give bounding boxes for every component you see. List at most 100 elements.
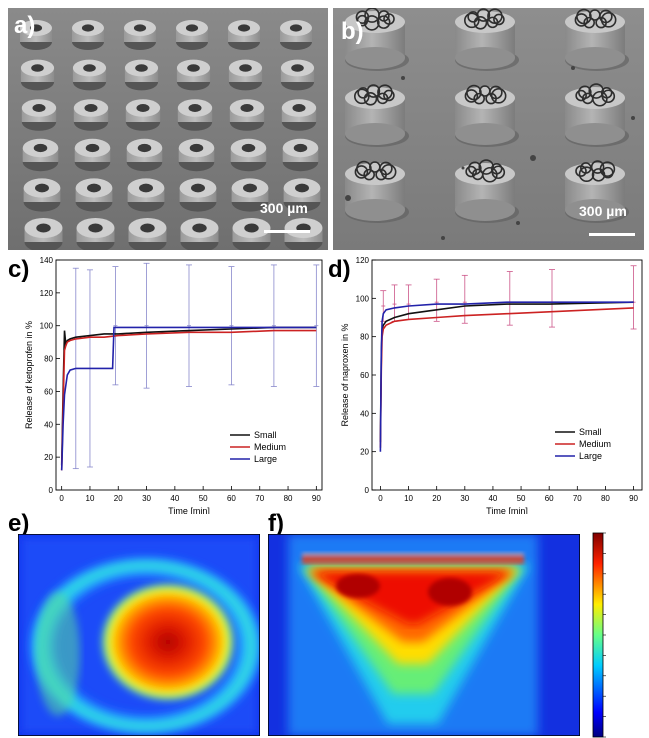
pillar [281, 99, 317, 131]
heatmap-e-panel: e) [0, 510, 262, 736]
y-tick-label: 80 [44, 355, 53, 364]
x-tick-label: 10 [404, 494, 413, 503]
pillar [126, 138, 163, 172]
loaded-pillar [455, 8, 519, 71]
y-tick-label: 0 [49, 486, 54, 495]
scale-label-b: 300 µm [579, 203, 627, 219]
legend-label-small: Small [579, 427, 602, 437]
pillar [73, 99, 109, 131]
y-tick-label: 120 [356, 256, 370, 265]
pillar [280, 59, 315, 91]
legend-label-large: Large [254, 454, 277, 464]
micropillar-array-b [333, 8, 644, 250]
pillar [128, 218, 167, 250]
y-axis-label: Release of ketoprofen in % [24, 321, 34, 429]
debris-dot [345, 195, 351, 201]
x-tick-label: 70 [573, 494, 582, 503]
loaded-pillar [345, 160, 409, 223]
error-bar [433, 278, 440, 322]
y-tick-label: 20 [44, 453, 53, 462]
x-tick-label: 80 [284, 494, 293, 503]
pillar [283, 178, 321, 212]
error-bar [630, 265, 637, 330]
pillar [229, 99, 265, 131]
legend-label-medium: Medium [254, 442, 286, 452]
x-axis-label: Time [min] [486, 506, 528, 514]
error-bar [270, 264, 277, 387]
error-bar [313, 264, 320, 387]
y-tick-label: 0 [365, 486, 370, 495]
y-tick-label: 40 [360, 409, 369, 418]
scale-bar-a [264, 230, 310, 233]
y-tick-label: 120 [40, 289, 54, 298]
panel-label-f: f) [268, 510, 284, 537]
panel-label-b: b) [341, 18, 364, 45]
pillar [178, 138, 215, 172]
x-tick-label: 0 [378, 494, 383, 503]
pillar [179, 178, 217, 212]
debris-dot [401, 76, 405, 80]
loaded-pillar [565, 8, 629, 71]
sem-image-a: a) 300 µm [8, 8, 328, 250]
x-tick-label: 80 [601, 494, 610, 503]
y-tick-label: 60 [360, 371, 369, 380]
pillar [124, 20, 156, 50]
y-tick-label: 80 [360, 333, 369, 342]
x-tick-label: 20 [432, 494, 441, 503]
micropillar-array-a [8, 8, 328, 250]
pillar [23, 178, 61, 212]
x-tick-label: 50 [199, 494, 208, 503]
chart-d: 0 10 20 30 40 50 60 70 80 90 0 20 40 60 80 100 120 Time [… [318, 252, 649, 516]
x-tick-label: 10 [86, 494, 95, 503]
heatmap-e [18, 534, 260, 736]
heatmap-f-panel: f) [262, 510, 649, 738]
loaded-pillar [345, 84, 409, 147]
pillar [74, 138, 111, 172]
debris-dot [441, 236, 445, 240]
y-tick-label: 60 [44, 387, 53, 396]
pillar [230, 138, 267, 172]
scale-label-a: 300 µm [260, 200, 308, 216]
sem-image-b: b) 300 µm [333, 8, 644, 250]
error-bar [549, 269, 555, 328]
pillar [22, 138, 59, 172]
x-tick-label: 60 [545, 494, 554, 503]
y-tick-label: 20 [360, 448, 369, 457]
legend-label-medium: Medium [579, 439, 611, 449]
pillar [127, 178, 165, 212]
error-bar [228, 266, 235, 386]
legend-label-large: Large [579, 451, 602, 461]
pillar [280, 20, 312, 50]
pillar [231, 178, 269, 212]
x-tick-label: 20 [114, 494, 123, 503]
pillar [232, 218, 271, 250]
pillar [72, 59, 107, 91]
panel-label-d: d) [328, 256, 351, 283]
scale-bar-b [589, 233, 635, 236]
loaded-pillar [565, 83, 629, 147]
pillar [20, 20, 52, 50]
pillar [124, 59, 159, 91]
pillar [76, 218, 115, 250]
error-bar [112, 266, 119, 386]
pillar [21, 99, 57, 131]
chart-d-svg: 0 10 20 30 40 50 60 70 80 90 0 20 40 60 80 100 120 Time [… [340, 256, 643, 516]
series-line-large [60, 326, 317, 471]
pillar [284, 218, 323, 250]
debris-dot [516, 221, 520, 225]
panel-label-c: c) [8, 256, 30, 283]
loaded-pillar [345, 8, 409, 71]
debris-dot [571, 66, 575, 70]
pillar [72, 20, 104, 50]
debris-dot [461, 166, 465, 170]
x-tick-label: 40 [488, 494, 497, 503]
plot-frame [55, 259, 323, 491]
x-tick-label: 60 [227, 494, 236, 503]
heatmap-f [268, 534, 580, 736]
loaded-pillar [565, 160, 629, 223]
chart-c-svg: 0 10 20 30 40 50 60 70 80 90 0 20 40 60 80 100 120 140 Tim… [24, 256, 323, 516]
x-tick-label: 50 [517, 494, 526, 503]
y-axis-label: Release of naproxen in % [340, 323, 350, 426]
series-line-large [379, 301, 634, 452]
pillar [180, 218, 219, 250]
